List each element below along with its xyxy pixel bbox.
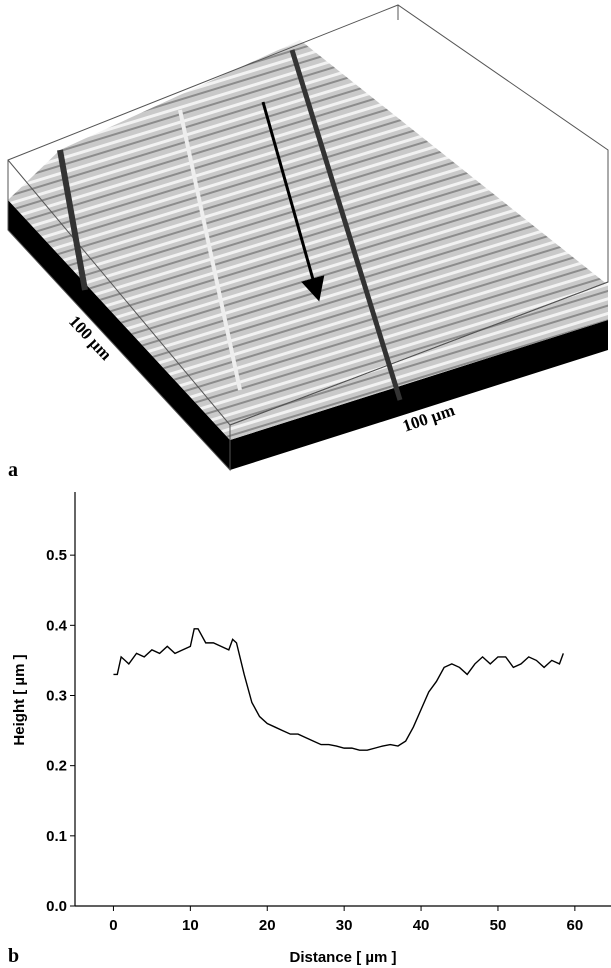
x-tick-label: 0	[109, 917, 117, 934]
y-tick-label: 0.2	[46, 758, 67, 775]
y-tick-label: 0.0	[46, 898, 67, 915]
y-tick-label: 0.5	[46, 547, 67, 564]
x-tick-label: 60	[567, 917, 584, 934]
page: 100 µm 100 µm a b Height [ µm ] Distance…	[0, 0, 611, 968]
x-tick-label: 50	[490, 917, 507, 934]
figure: 100 µm 100 µm a b Height [ µm ] Distance…	[0, 0, 611, 968]
y-tick-label: 0.4	[46, 617, 68, 634]
x-axis-label: Distance [ µm ]	[290, 949, 397, 966]
y-tick-label: 0.1	[46, 828, 67, 845]
x-tick-label: 10	[182, 917, 199, 934]
y-tick-label: 0.3	[46, 687, 67, 704]
afm-surface	[8, 5, 608, 470]
data-line	[113, 629, 563, 750]
x-tick-label: 40	[413, 917, 430, 934]
y-axis-label: Height [ µm ]	[11, 654, 28, 745]
x-tick-label: 20	[259, 917, 276, 934]
x-tick-label: 30	[336, 917, 353, 934]
panel-label: a	[8, 459, 18, 481]
panel-label: b	[8, 945, 19, 967]
